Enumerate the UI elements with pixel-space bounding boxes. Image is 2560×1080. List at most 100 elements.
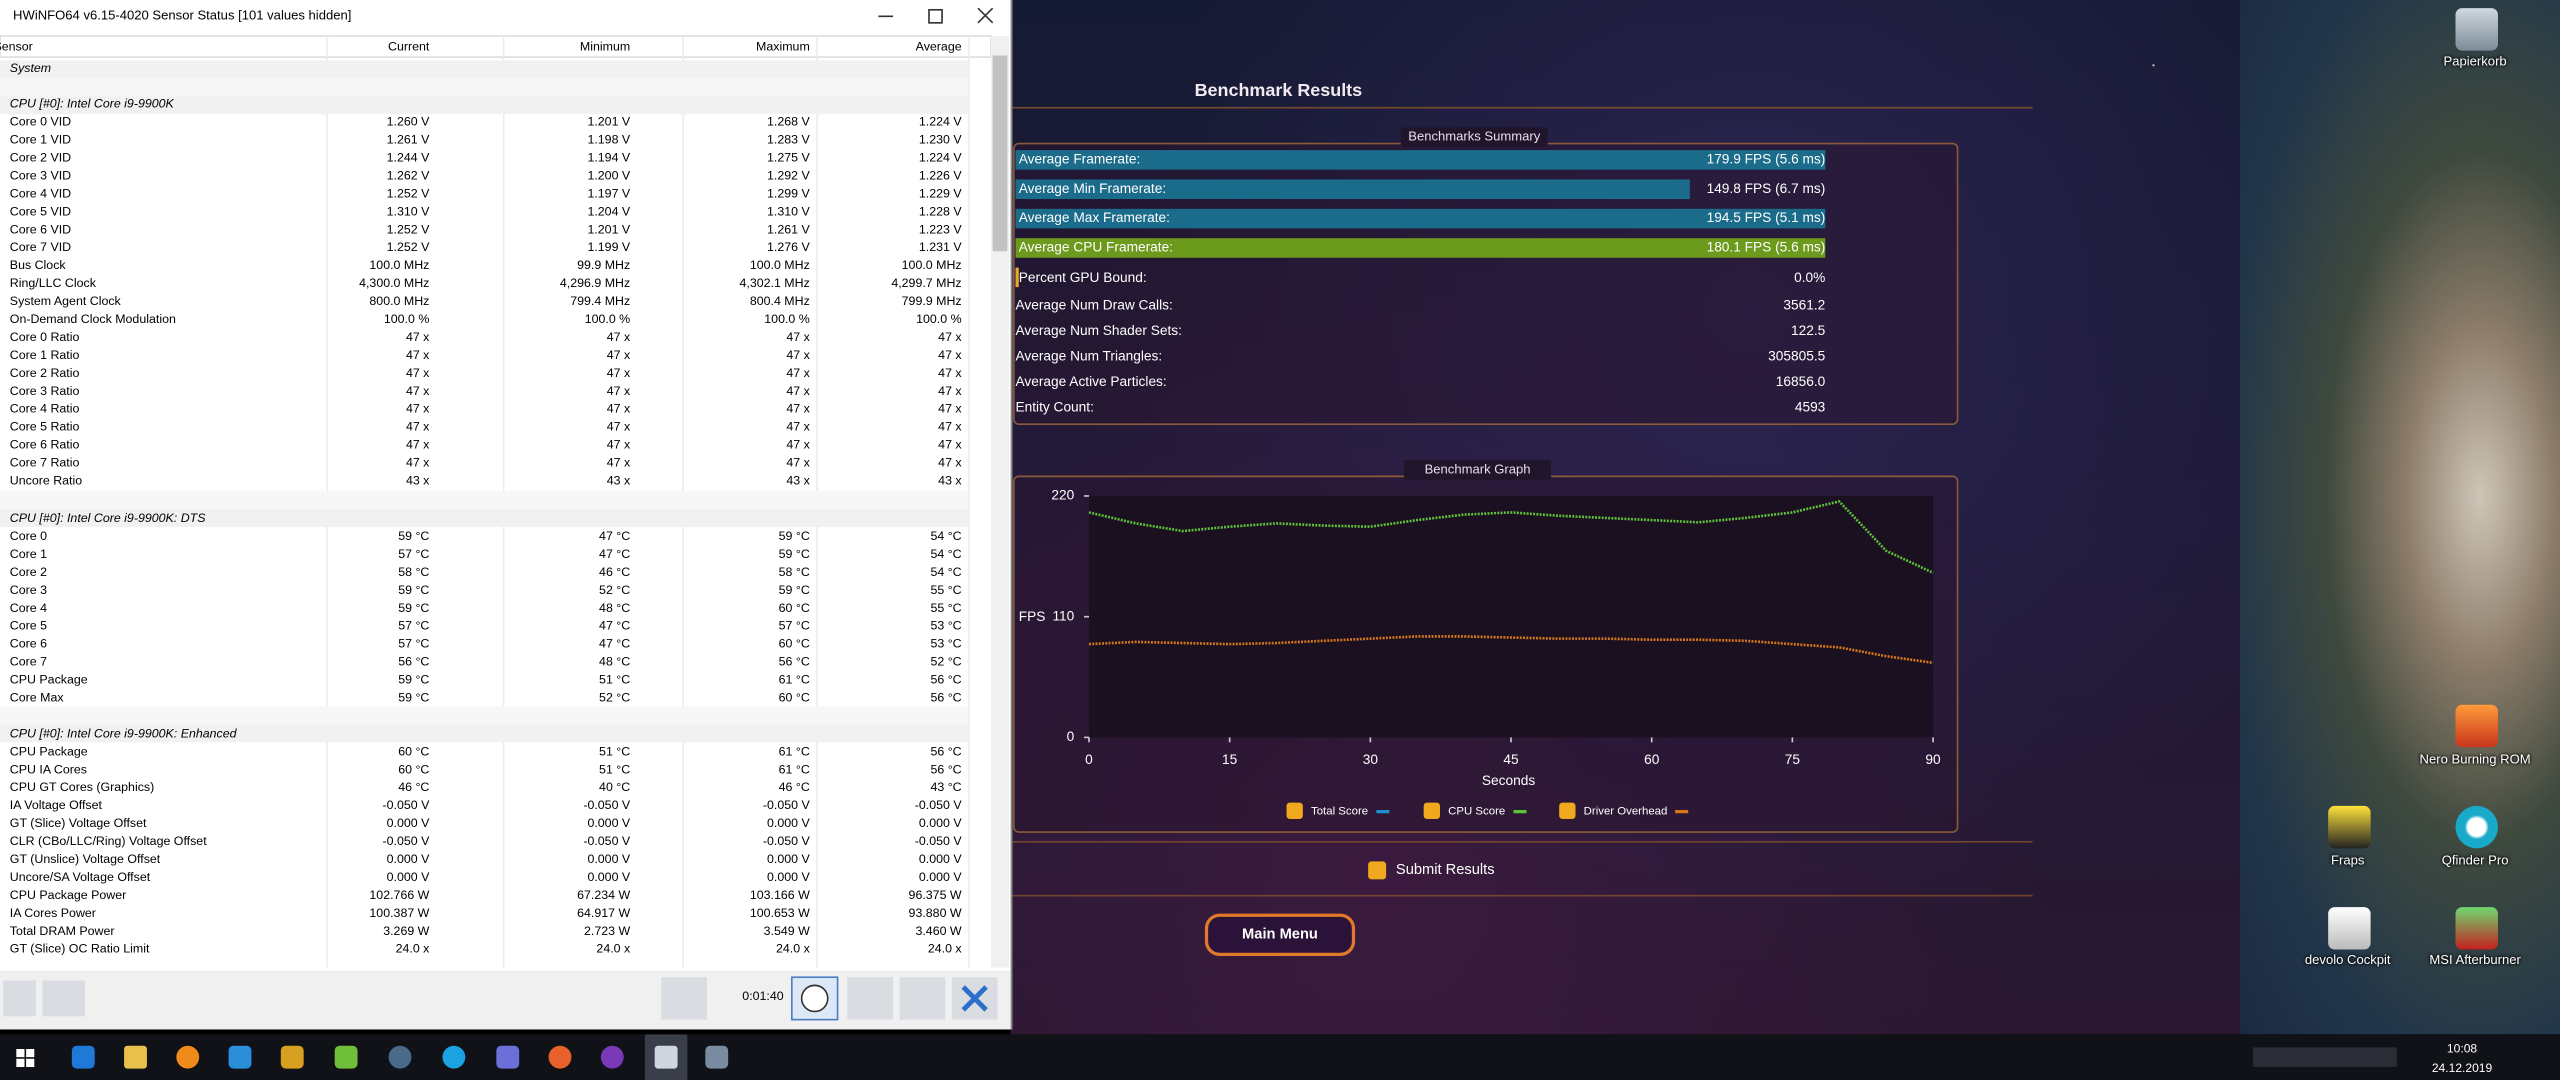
sensor-value: 1.261 V — [386, 132, 430, 147]
icon-label[interactable]: Qfinder Pro — [2441, 853, 2509, 868]
group-row[interactable] — [0, 724, 969, 743]
sensor-value: 1.204 V — [587, 204, 631, 219]
maximize[interactable] — [928, 8, 943, 24]
app-icon[interactable] — [496, 1045, 520, 1069]
app-icon[interactable] — [705, 1045, 729, 1069]
sensor-value: 1.310 V — [767, 204, 810, 219]
icon[interactable] — [2328, 805, 2371, 849]
app-icon[interactable] — [334, 1045, 358, 1069]
sensor-value: 47 x — [786, 401, 810, 417]
sensor-value: 24.0 x — [776, 941, 810, 956]
sensor-name: Core 0 Ratio — [9, 330, 80, 345]
app-icon[interactable] — [228, 1045, 252, 1069]
scroll-thumb[interactable] — [992, 55, 1008, 252]
sensor-value: 0.000 V — [587, 869, 631, 885]
sensor-name: Core Max — [9, 689, 64, 705]
group-row[interactable] — [0, 509, 969, 527]
sensor-name: Core 2 VID — [9, 150, 72, 165]
app-icon[interactable] — [71, 1045, 95, 1069]
icon-label[interactable]: Fraps — [2331, 853, 2365, 868]
sensor-value: 47 x — [606, 437, 631, 453]
sensor-value: 0.000 V — [587, 815, 631, 831]
icon[interactable] — [2455, 8, 2498, 51]
sensor-value: 1.200 V — [587, 168, 631, 183]
sensor-value: 47 x — [405, 437, 430, 453]
start-button[interactable] — [16, 1049, 35, 1067]
app-icon[interactable] — [442, 1045, 466, 1069]
icon-label[interactable]: Nero Burning ROM — [2419, 752, 2531, 767]
icon-label[interactable]: MSI Afterburner — [2429, 952, 2521, 968]
sensor-name: CPU Package — [9, 743, 88, 759]
sensor-name: Uncore Ratio — [9, 473, 83, 489]
tray[interactable] — [2253, 1047, 2397, 1067]
sensor-name: Core 2 — [9, 563, 48, 579]
sensor-name: Uncore/SA Voltage Offset — [9, 869, 151, 885]
app-icon[interactable] — [176, 1045, 200, 1069]
column-header: Maximum — [756, 39, 810, 54]
app-icon[interactable] — [124, 1045, 147, 1069]
sensor-value: 100.0 % — [584, 312, 631, 327]
icon-label[interactable]: Papierkorb — [2443, 53, 2507, 69]
icon[interactable] — [2455, 907, 2498, 950]
sensor-value: 47 x — [606, 330, 631, 345]
sensor-value: 56 °C — [398, 653, 430, 669]
app-icon[interactable] — [654, 1045, 678, 1069]
sensor-value: 1.201 V — [587, 222, 631, 237]
sensor-value: 1.268 V — [767, 114, 810, 129]
sensor-value: 54 °C — [930, 563, 962, 579]
sensor-value: 48 °C — [599, 599, 631, 615]
button[interactable] — [899, 977, 946, 1020]
sensor-name: Core 1 Ratio — [9, 348, 80, 363]
button[interactable] — [661, 977, 707, 1020]
icon[interactable] — [2455, 704, 2498, 748]
sensor-name: Core 1 VID — [9, 132, 72, 147]
sensor-name: Core 3 VID — [9, 168, 72, 183]
button[interactable] — [42, 980, 85, 1017]
sensor-value: 47 °C — [599, 527, 631, 543]
sensor-value: 59 °C — [398, 671, 430, 687]
sensor-value: 100.0 % — [383, 312, 430, 327]
app-icon[interactable] — [600, 1045, 624, 1069]
group-row[interactable] — [0, 95, 969, 114]
taskbar-icons — [16, 1034, 2397, 1080]
sensor-value: 60 °C — [398, 743, 430, 759]
sensor-value: 47 x — [786, 365, 810, 381]
sensor-value: 46 °C — [599, 563, 631, 579]
icon[interactable] — [2455, 805, 2498, 849]
sensor-value: 1.226 V — [918, 168, 962, 183]
group-row[interactable] — [0, 59, 969, 78]
sensor-value: 100.0 % — [764, 312, 810, 327]
scrollbar[interactable] — [991, 35, 1009, 968]
app-icon[interactable] — [280, 1045, 304, 1069]
sensor-value: 799.4 MHz — [570, 294, 631, 309]
icon[interactable] — [2328, 907, 2371, 950]
app-icon[interactable] — [548, 1045, 572, 1069]
sensor-value: 47 x — [938, 419, 962, 435]
sensor-name: On-Demand Clock Modulation — [9, 312, 176, 327]
column-divider — [968, 35, 970, 968]
sensor-value: 47 x — [938, 365, 962, 381]
icon-label[interactable]: devolo Cockpit — [2304, 952, 2391, 968]
sensor-value: 2.723 W — [584, 923, 631, 938]
sensor-value: 1.229 V — [918, 186, 962, 201]
sensor-value: 0.000 V — [386, 869, 430, 885]
sensor-value: 47 x — [938, 401, 962, 417]
sensor-name: Core 7 VID — [9, 240, 72, 255]
sensor-value: 56 °C — [930, 689, 962, 705]
close[interactable] — [977, 7, 994, 24]
sensor-value: 59 °C — [778, 581, 810, 597]
sensor-name: Core 4 Ratio — [9, 401, 80, 417]
sensor-name: Core 0 — [9, 527, 48, 543]
sensor-name: Core 5 Ratio — [9, 419, 80, 435]
sensor-value: 56 °C — [930, 761, 962, 777]
sensor-value: 46 °C — [778, 779, 810, 795]
sensor-value: 57 °C — [398, 545, 430, 561]
button[interactable] — [3, 980, 36, 1017]
app-icon[interactable] — [388, 1045, 412, 1069]
sensor-value: 64.917 W — [577, 905, 631, 921]
button[interactable] — [847, 977, 894, 1020]
sensor-value: 102.766 W — [369, 887, 430, 903]
sensor-value: 0.000 V — [918, 869, 962, 885]
sensor-value: 43 x — [405, 473, 430, 489]
